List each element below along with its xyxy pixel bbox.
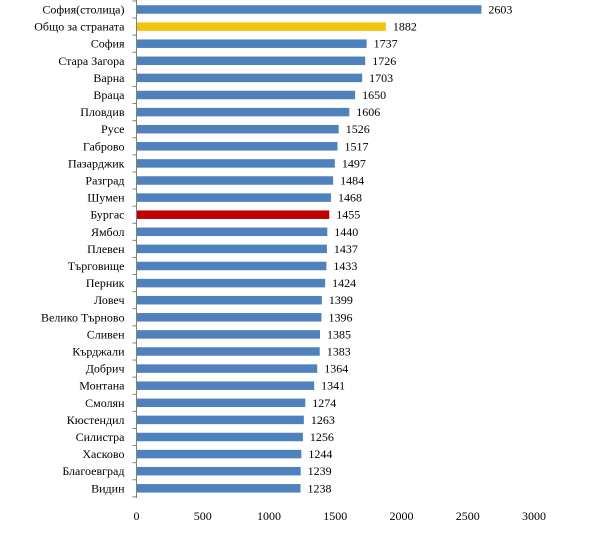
category-label: Плевен <box>87 242 125 256</box>
data-label: 1737 <box>374 37 398 51</box>
bar <box>137 432 303 442</box>
data-label: 1244 <box>308 447 332 461</box>
category-label: Хасково <box>82 447 124 461</box>
category-label: Шумен <box>87 191 125 205</box>
bar <box>137 107 350 117</box>
x-tick-label: 2500 <box>456 509 480 523</box>
bar <box>137 398 306 408</box>
category-label: Русе <box>101 122 124 136</box>
bar <box>137 313 322 322</box>
category-label: Видин <box>91 481 125 495</box>
bar <box>137 5 482 14</box>
bar <box>137 466 301 476</box>
data-label: 1424 <box>332 276 356 290</box>
bar <box>137 73 363 83</box>
category-label: Смолян <box>85 396 125 410</box>
data-label: 1455 <box>336 208 360 222</box>
bar <box>137 159 335 168</box>
x-tick-label: 1000 <box>257 509 281 523</box>
bar <box>137 484 301 493</box>
category-label: Сливен <box>87 327 125 341</box>
bar <box>137 415 304 425</box>
data-label: 1238 <box>308 481 332 495</box>
bar <box>137 56 366 66</box>
category-label: Кърджали <box>72 345 125 359</box>
x-tick-label: 3000 <box>522 509 546 523</box>
data-label: 1517 <box>345 139 369 153</box>
bar <box>137 364 318 373</box>
data-label: 1341 <box>321 379 345 393</box>
data-label: 1440 <box>334 225 358 239</box>
data-label: 1433 <box>333 259 357 273</box>
x-tick-label: 0 <box>134 509 140 523</box>
bar <box>137 347 320 356</box>
data-label: 1526 <box>346 122 370 136</box>
category-label: Стара Загора <box>58 54 125 68</box>
category-label: Велико Търново <box>41 310 125 324</box>
category-label: Търговище <box>68 259 125 273</box>
bar <box>137 39 367 48</box>
bar <box>137 90 356 100</box>
data-label: 1468 <box>338 191 362 205</box>
category-label: Пазарджик <box>68 156 125 170</box>
category-label: Бургас <box>90 208 124 222</box>
bar <box>137 124 339 134</box>
data-label: 1239 <box>308 464 332 478</box>
data-label: 1396 <box>328 310 352 324</box>
category-label: Ловеч <box>94 293 125 307</box>
category-label: Разград <box>85 174 124 188</box>
category-label: Силистра <box>76 430 126 444</box>
x-tick-label: 1500 <box>323 509 347 523</box>
category-label: Варна <box>93 71 125 85</box>
bar <box>137 22 386 31</box>
bar <box>137 244 327 254</box>
data-label: 1726 <box>372 54 396 68</box>
data-label: 1703 <box>369 71 393 85</box>
data-label: 1497 <box>342 156 366 170</box>
data-label: 1399 <box>329 293 353 307</box>
data-label: 1383 <box>327 345 351 359</box>
bar <box>137 142 338 151</box>
data-label: 1882 <box>393 20 417 34</box>
bar <box>137 176 334 185</box>
bar <box>137 261 327 271</box>
category-label: Монтана <box>79 379 125 393</box>
bar <box>137 330 321 339</box>
data-label: 1650 <box>362 88 386 102</box>
category-label: Враца <box>93 88 125 102</box>
bar <box>137 381 315 390</box>
bar <box>137 295 322 305</box>
category-label: Кюстендил <box>67 413 125 427</box>
category-label: Благоевград <box>62 464 124 478</box>
data-label: 1606 <box>356 105 380 119</box>
category-label: София <box>91 37 125 51</box>
bar <box>137 278 326 288</box>
category-label: Пловдив <box>80 105 125 119</box>
category-label: Общо за страната <box>34 20 125 34</box>
data-label: 1437 <box>334 242 358 256</box>
data-label: 1385 <box>327 327 351 341</box>
data-label: 1256 <box>310 430 334 444</box>
category-label: Перник <box>86 276 125 290</box>
bar <box>137 227 328 237</box>
data-label: 1364 <box>324 362 348 376</box>
category-label: Добрич <box>86 362 125 376</box>
x-tick-label: 500 <box>194 509 212 523</box>
category-label: София(столица) <box>42 3 124 17</box>
data-label: 1263 <box>311 413 335 427</box>
x-tick-label: 2000 <box>390 509 414 523</box>
data-label: 1484 <box>340 174 364 188</box>
bar <box>137 193 332 202</box>
bar <box>137 449 302 459</box>
bar <box>137 210 330 219</box>
category-label: Габрово <box>83 139 125 153</box>
data-label: 2603 <box>488 3 512 17</box>
data-label: 1274 <box>312 396 336 410</box>
category-label: Ямбол <box>91 225 125 239</box>
